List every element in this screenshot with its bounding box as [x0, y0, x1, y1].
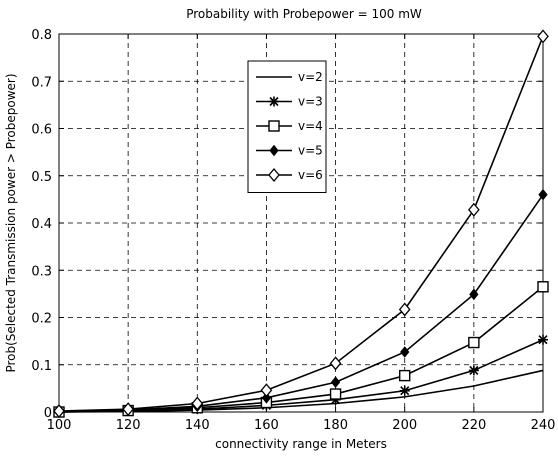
y-tick-label: 0.5: [31, 170, 52, 185]
legend-label: v=5: [298, 144, 323, 158]
legend-label: v=2: [298, 70, 323, 84]
data-point: [261, 392, 272, 404]
legend-label: v=3: [298, 95, 323, 109]
series-v=5: [54, 188, 548, 418]
series-line: [58, 36, 544, 412]
y-tick-label: 0.4: [31, 217, 52, 232]
data-point: [330, 376, 341, 389]
x-tick-label: 220: [461, 418, 486, 433]
y-tick-label: 0: [44, 406, 52, 421]
star-stroke: [469, 365, 479, 375]
x-tick-label: 160: [254, 418, 279, 433]
star-stroke: [400, 386, 410, 396]
legend-label: v=6: [298, 168, 323, 182]
y-tick-label: 0.7: [31, 75, 52, 90]
x-tick-label: 140: [185, 418, 210, 433]
y-axis-label: Prob(Selected Transmission power > Probe…: [4, 73, 18, 372]
data-point: [398, 302, 411, 317]
x-tick-label: 100: [47, 418, 72, 433]
legend-marker: [268, 120, 280, 132]
series-group: [53, 29, 549, 419]
data-point: [260, 383, 273, 398]
axis-ticks: 100 120 140 160 180 200 220 240 0 0.1 0.2 0.3 0.4 0.5…: [31, 28, 555, 433]
data-point: [400, 346, 410, 358]
data-point: [53, 404, 65, 419]
data-point: [538, 188, 548, 201]
chart-title: Probability with Probepower = 100 mW: [186, 7, 422, 21]
data-point: [468, 336, 480, 349]
data-point: [329, 356, 342, 371]
data-point: [469, 288, 479, 301]
data-point: [538, 334, 548, 345]
data-point: [468, 202, 480, 217]
series-v=6: [53, 29, 549, 419]
y-tick-label: 0.1: [31, 359, 52, 374]
series-line: [58, 286, 544, 413]
y-tick-label: 0.6: [31, 123, 52, 138]
data-point: [191, 396, 204, 411]
data-point: [537, 281, 549, 293]
y-tick-label: 0.3: [31, 264, 52, 279]
legend-label: v=4: [298, 119, 323, 133]
series-line: [58, 194, 544, 413]
x-tick-label: 240: [531, 418, 556, 433]
star-stroke: [538, 335, 548, 345]
legend: v=2 v=3 v=4 v=5 v=6: [247, 60, 327, 193]
data-point: [468, 365, 479, 376]
x-axis-label: connectivity range in Meters: [215, 437, 387, 451]
legend-marker: [269, 144, 279, 157]
x-tick-label: 180: [323, 418, 348, 433]
series-line: [58, 338, 544, 413]
x-tick-label: 120: [116, 418, 141, 433]
x-tick-label: 200: [392, 418, 417, 433]
y-tick-label: 0.8: [31, 28, 52, 43]
data-point: [399, 369, 411, 382]
data-point: [122, 402, 134, 417]
legend-marker: [269, 96, 279, 107]
star-stroke: [269, 96, 279, 107]
data-point: [537, 29, 549, 44]
data-point: [329, 388, 342, 400]
data-point: [399, 385, 410, 396]
y-tick-label: 0.2: [31, 312, 52, 327]
legend-marker: [268, 167, 280, 183]
